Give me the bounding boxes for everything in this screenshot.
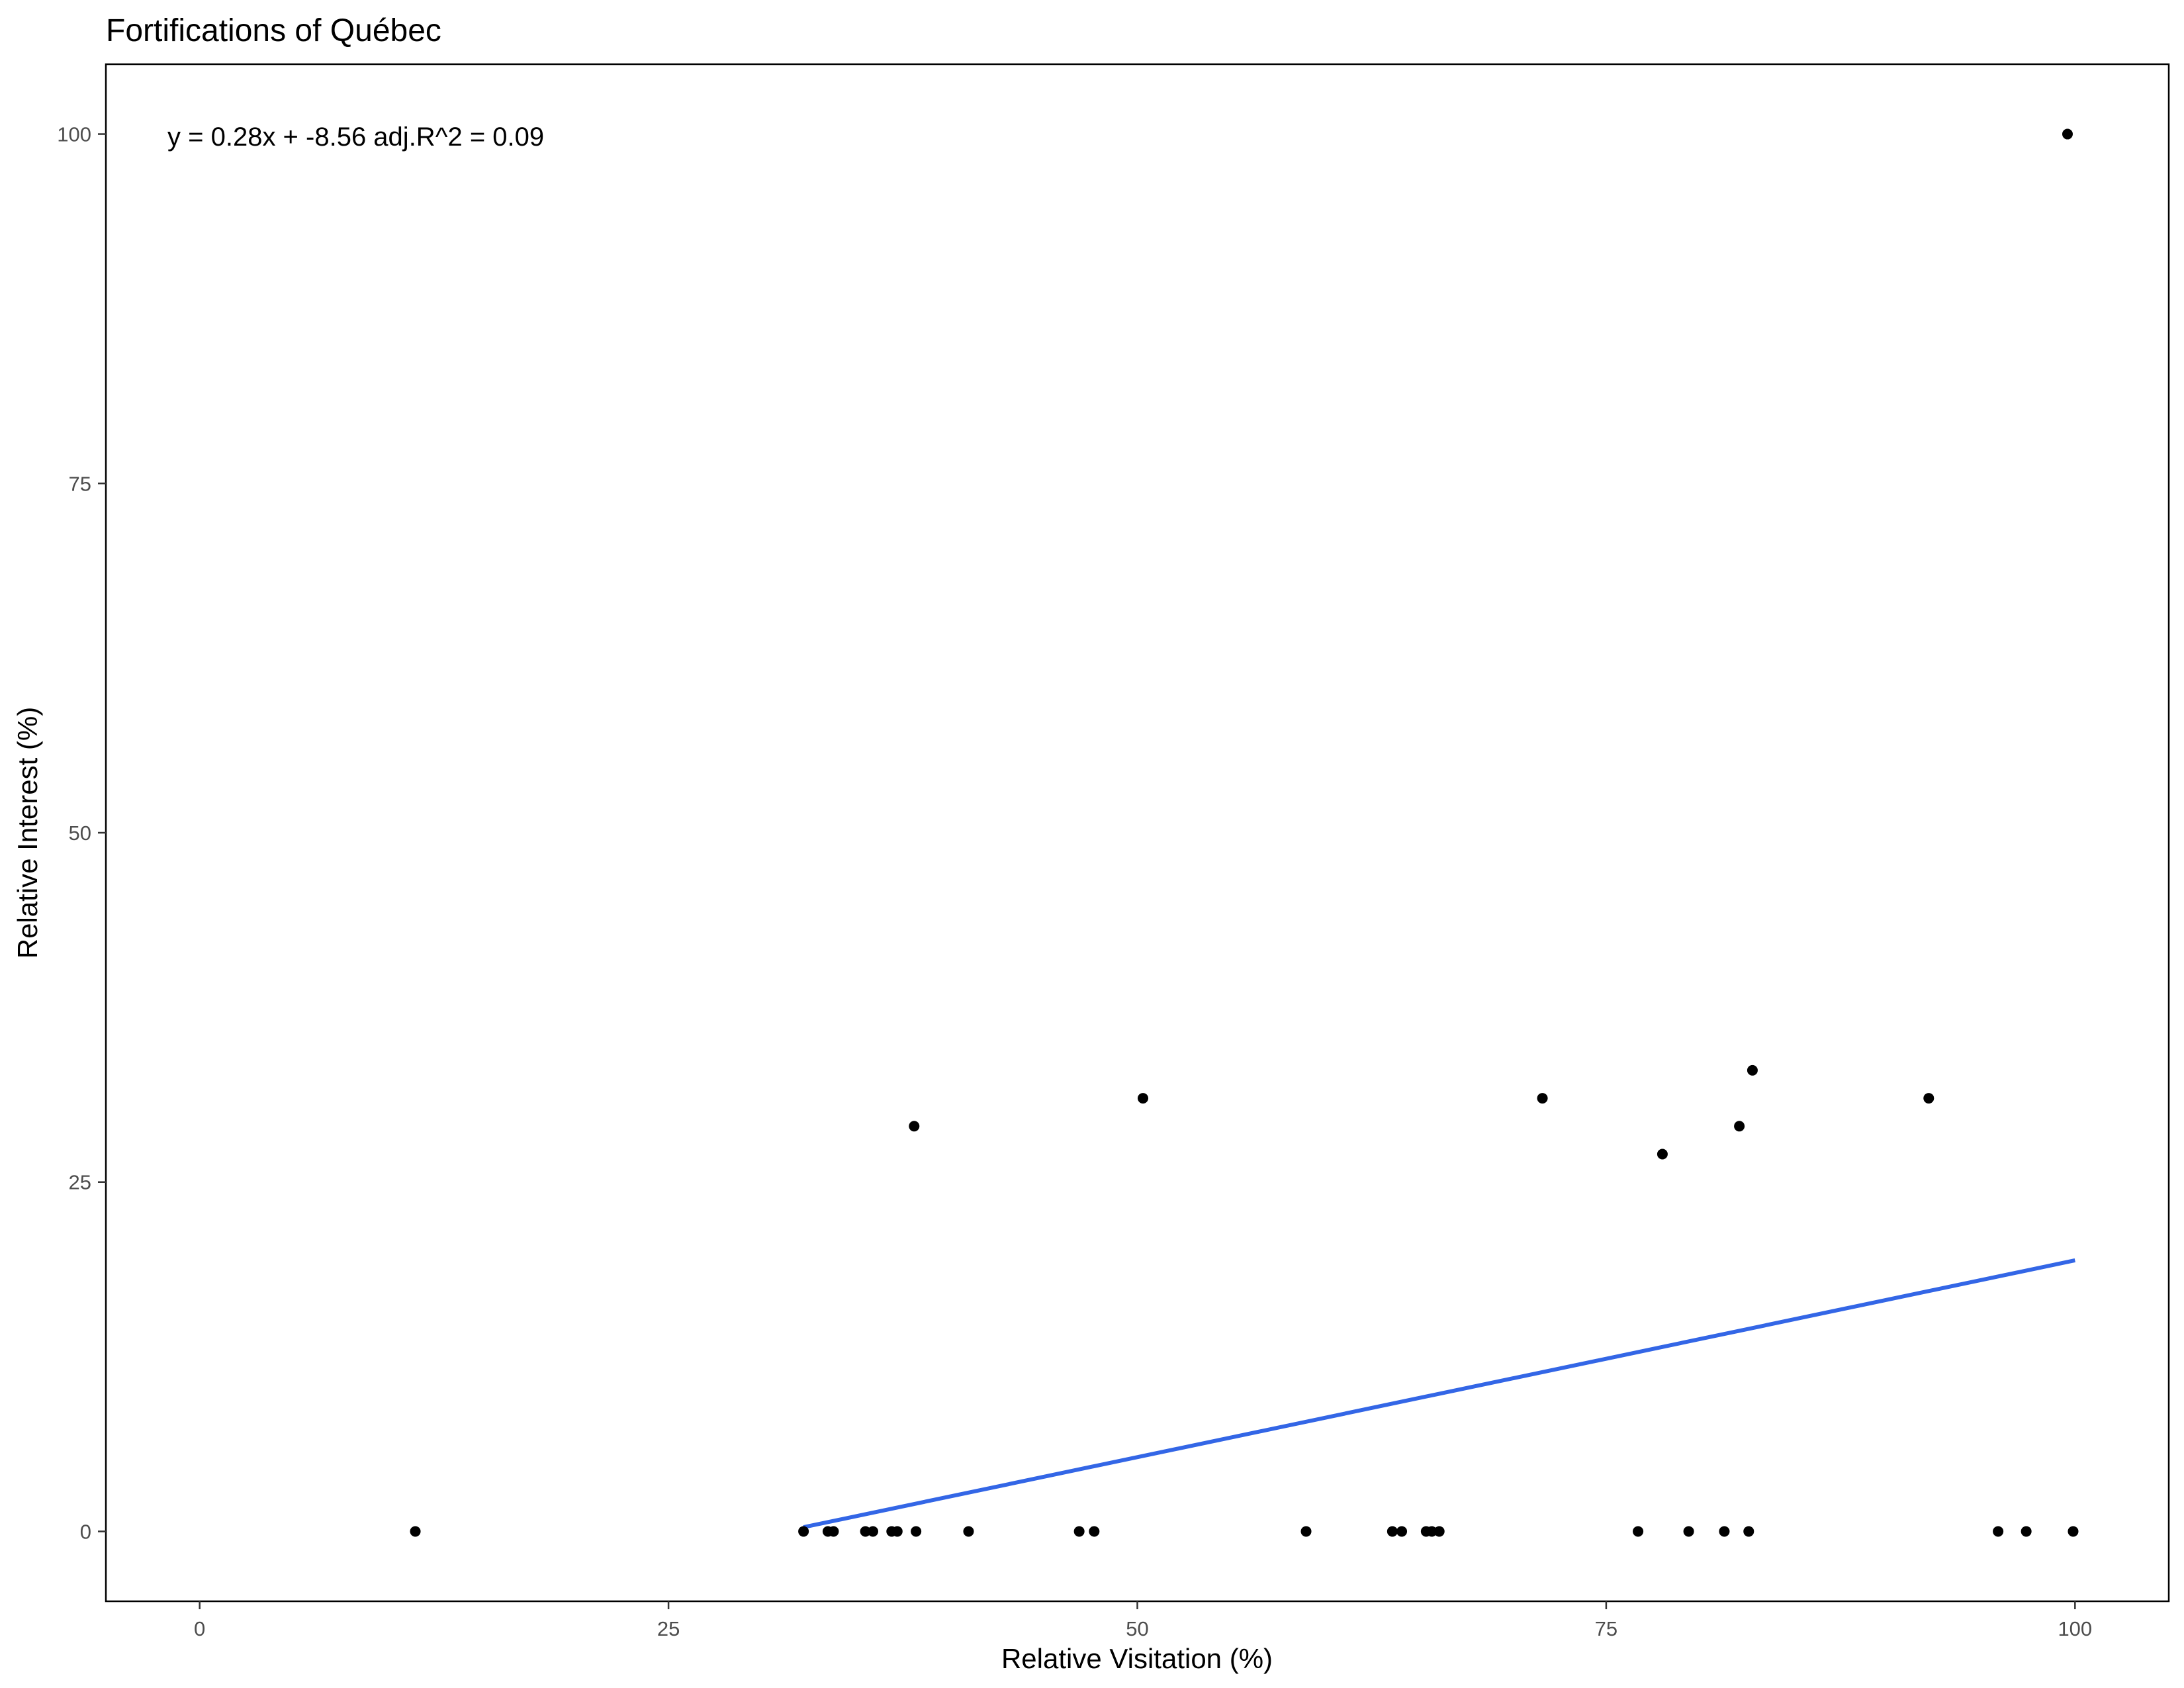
y-tick-label-50: 50 <box>69 821 91 845</box>
axis-ticks <box>98 133 2076 1609</box>
data-point <box>867 1526 878 1537</box>
data-point <box>891 1526 903 1537</box>
x-tick-label-75: 75 <box>1595 1617 1617 1640</box>
x-tick-label-100: 100 <box>2058 1617 2092 1640</box>
y-tick-label-25: 25 <box>69 1171 91 1194</box>
data-point <box>909 1121 920 1132</box>
regression-annotation: y = 0.28x + -8.56 adj.R^2 = 0.09 <box>167 122 544 152</box>
data-point <box>1396 1526 1408 1537</box>
y-tick-label-0: 0 <box>80 1520 91 1543</box>
chart-title: Fortifications of Québec <box>106 13 441 48</box>
data-point <box>1387 1526 1398 1537</box>
plot-panel-border <box>105 63 2170 1603</box>
y-axis-title: Relative Interest (%) <box>12 707 43 959</box>
data-point <box>828 1526 839 1537</box>
data-point <box>1923 1093 1934 1104</box>
data-points <box>410 128 2079 1537</box>
data-point <box>1089 1526 1100 1537</box>
data-point <box>1719 1526 1730 1537</box>
data-point <box>410 1526 421 1537</box>
tick-labels: 0 25 50 75 100 0 25 50 75 100 <box>57 123 2092 1640</box>
data-point <box>860 1526 871 1537</box>
data-point <box>963 1526 974 1537</box>
data-point <box>2062 128 2073 140</box>
data-point <box>1633 1526 1644 1537</box>
data-point <box>1743 1526 1754 1537</box>
data-point <box>1073 1526 1085 1537</box>
data-point <box>1683 1526 1694 1537</box>
data-point <box>798 1526 809 1537</box>
data-point <box>1747 1064 1758 1076</box>
data-point <box>1426 1526 1437 1537</box>
data-point <box>1300 1526 1312 1537</box>
data-point <box>2068 1526 2079 1537</box>
x-tick-label-50: 50 <box>1126 1617 1148 1640</box>
fit-line-layer <box>803 1258 2075 1530</box>
data-point <box>1138 1093 1149 1104</box>
data-point <box>911 1526 922 1537</box>
data-point <box>1433 1526 1445 1537</box>
y-tick-label-100: 100 <box>57 123 91 146</box>
data-point <box>1993 1526 2004 1537</box>
data-point <box>1657 1149 1668 1160</box>
y-tick-label-75: 75 <box>69 472 91 495</box>
data-point <box>2021 1526 2032 1537</box>
x-tick-label-0: 0 <box>194 1617 205 1640</box>
x-axis-title: Relative Visitation (%) <box>1001 1643 1273 1674</box>
regression-line <box>803 1258 2075 1530</box>
data-point <box>1537 1093 1548 1104</box>
x-tick-label-25: 25 <box>657 1617 680 1640</box>
data-point <box>1734 1121 1745 1132</box>
